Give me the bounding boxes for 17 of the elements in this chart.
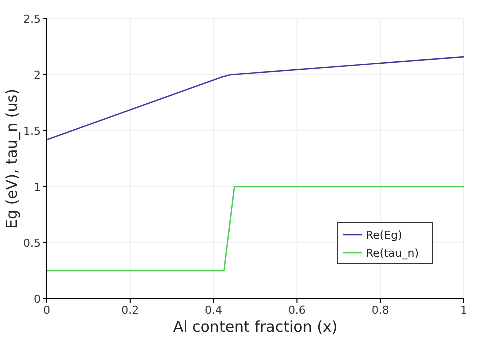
x-tick-label: 0.6 <box>288 304 306 317</box>
x-tick-label: 0 <box>44 304 50 317</box>
x-tick-label: 0.2 <box>122 304 140 317</box>
legend-label: Re(tau_n) <box>366 247 419 260</box>
y-tick-label: 0.5 <box>24 237 41 250</box>
y-tick-label: 1.5 <box>24 125 41 138</box>
y-tick-label: 2 <box>34 69 41 82</box>
x-tick-label: 0.4 <box>205 304 223 317</box>
line-series <box>46 56 465 141</box>
y-tick-label: 2.5 <box>24 13 41 26</box>
y-axis-title: Eg (eV), tau_n (us) <box>3 89 21 229</box>
x-tick-label: 1 <box>460 304 468 317</box>
legend-label: Re(Eg) <box>366 229 402 242</box>
x-axis-title: Al content fraction (x) <box>173 318 338 336</box>
x-tick-label: 0.8 <box>372 304 390 317</box>
y-tick-label: 0 <box>34 293 41 306</box>
y-tick-label: 1 <box>34 181 41 194</box>
